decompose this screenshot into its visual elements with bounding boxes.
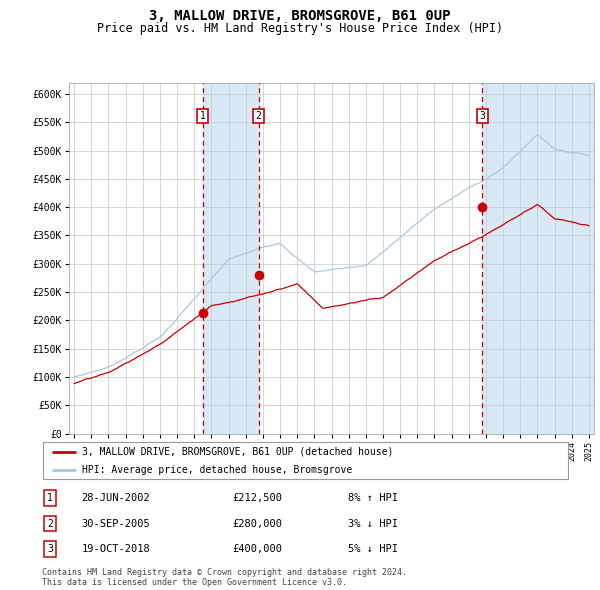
Bar bbox=[482, 83, 600, 434]
Text: Contains HM Land Registry data © Crown copyright and database right 2024.
This d: Contains HM Land Registry data © Crown c… bbox=[42, 568, 407, 587]
Text: HPI: Average price, detached house, Bromsgrove: HPI: Average price, detached house, Brom… bbox=[82, 465, 352, 475]
Text: £280,000: £280,000 bbox=[232, 519, 282, 529]
Text: Price paid vs. HM Land Registry's House Price Index (HPI): Price paid vs. HM Land Registry's House … bbox=[97, 22, 503, 35]
Text: 3: 3 bbox=[479, 111, 485, 121]
Text: 2: 2 bbox=[47, 519, 53, 529]
Text: 5% ↓ HPI: 5% ↓ HPI bbox=[348, 544, 398, 554]
Text: £212,500: £212,500 bbox=[232, 493, 282, 503]
Text: 2: 2 bbox=[256, 111, 262, 121]
Text: 1: 1 bbox=[47, 493, 53, 503]
Text: 28-JUN-2002: 28-JUN-2002 bbox=[82, 493, 151, 503]
Text: 3, MALLOW DRIVE, BROMSGROVE, B61 0UP (detached house): 3, MALLOW DRIVE, BROMSGROVE, B61 0UP (de… bbox=[82, 447, 393, 457]
Text: 3% ↓ HPI: 3% ↓ HPI bbox=[348, 519, 398, 529]
FancyBboxPatch shape bbox=[43, 442, 568, 479]
Text: 3: 3 bbox=[47, 544, 53, 554]
Text: 19-OCT-2018: 19-OCT-2018 bbox=[82, 544, 151, 554]
Bar bbox=[203, 83, 259, 434]
Text: 30-SEP-2005: 30-SEP-2005 bbox=[82, 519, 151, 529]
Text: 1: 1 bbox=[200, 111, 206, 121]
Text: 3, MALLOW DRIVE, BROMSGROVE, B61 0UP: 3, MALLOW DRIVE, BROMSGROVE, B61 0UP bbox=[149, 9, 451, 23]
Text: 8% ↑ HPI: 8% ↑ HPI bbox=[348, 493, 398, 503]
Text: £400,000: £400,000 bbox=[232, 544, 282, 554]
